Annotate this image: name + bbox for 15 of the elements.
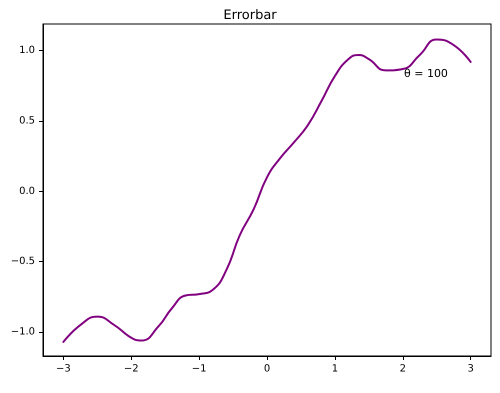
- x-tick-label: −1: [192, 364, 206, 374]
- x-tick-label: 0: [264, 364, 270, 374]
- annotation: θ = 100: [404, 67, 448, 80]
- line-series: [62, 38, 472, 343]
- y-tick-label: 1.0: [19, 45, 35, 56]
- y-tick-label: −0.5: [10, 256, 35, 268]
- chart-title: Errorbar: [223, 8, 278, 23]
- y-tick-label: 0.0: [19, 186, 35, 197]
- y-tick-label: −1.0: [10, 326, 35, 338]
- x-tick-label: 2: [400, 364, 406, 374]
- x-tick-label: −2: [124, 364, 139, 374]
- x-tick-label: 3: [467, 364, 474, 374]
- y-tick-label: 0.5: [19, 116, 35, 127]
- x-tick-label: 1: [332, 364, 338, 374]
- x-tick-label: −3: [56, 364, 71, 374]
